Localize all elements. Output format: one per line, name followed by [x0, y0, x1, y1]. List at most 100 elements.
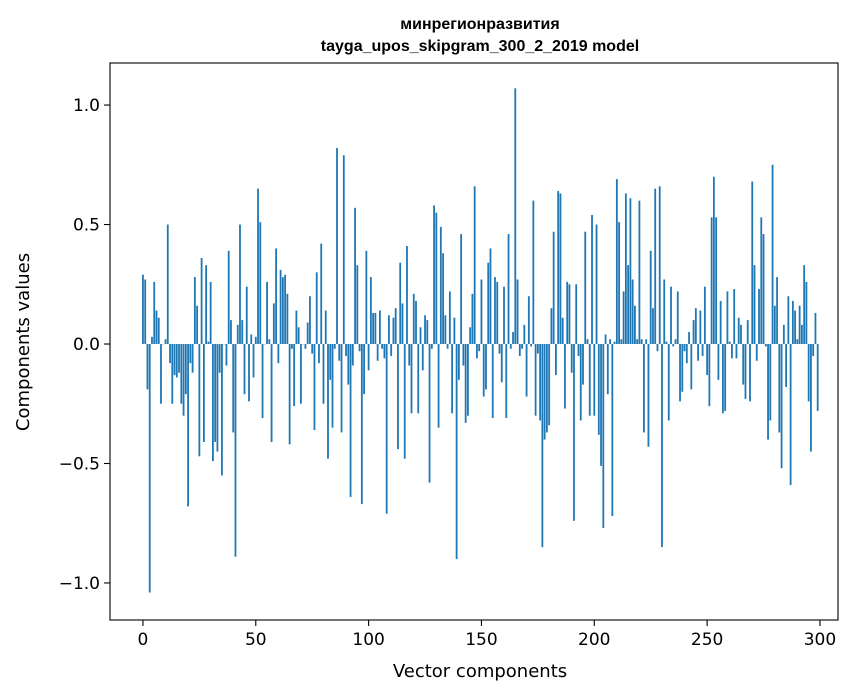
bar-component-222 [643, 344, 645, 432]
bar-component-278 [769, 344, 771, 420]
bar-component-10 [165, 339, 167, 344]
bar-component-58 [273, 303, 275, 344]
bar-component-88 [341, 344, 343, 432]
bar-component-271 [754, 265, 756, 344]
bar-component-299 [817, 344, 819, 411]
bar-component-95 [356, 265, 358, 344]
bar-component-188 [566, 282, 568, 344]
bar-component-92 [350, 344, 352, 497]
bar-component-25 [198, 344, 200, 456]
bar-component-86 [336, 148, 338, 344]
bar-component-159 [501, 344, 503, 382]
bar-component-270 [751, 182, 753, 344]
bar-component-21 [189, 344, 191, 363]
bar-component-122 [417, 344, 419, 413]
bar-component-167 [519, 344, 521, 356]
bar-component-99 [365, 251, 367, 344]
bar-component-154 [490, 248, 492, 344]
bar-component-168 [521, 344, 523, 349]
bar-component-42 [237, 325, 239, 344]
bar-component-29 [207, 342, 209, 344]
bar-component-37 [226, 344, 228, 366]
bar-component-196 [584, 232, 586, 344]
bar-component-293 [803, 265, 805, 344]
bar-component-198 [589, 344, 591, 416]
bar-component-7 [158, 318, 160, 344]
bar-component-175 [537, 344, 539, 354]
bar-component-215 [627, 265, 629, 344]
bar-component-55 [266, 282, 268, 344]
bar-component-187 [564, 344, 566, 409]
bar-component-200 [593, 344, 595, 416]
bar-component-140 [458, 344, 460, 380]
bars-group [142, 88, 819, 592]
bar-component-203 [600, 344, 602, 466]
bar-component-19 [185, 344, 187, 394]
bar-component-239 [681, 344, 683, 392]
bar-component-155 [492, 344, 494, 418]
bar-component-268 [747, 320, 749, 344]
bar-component-28 [205, 265, 207, 344]
bar-component-258 [724, 344, 726, 411]
bar-component-77 [316, 272, 318, 344]
bar-component-248 [702, 344, 704, 356]
bar-component-4 [151, 337, 153, 344]
bar-component-294 [806, 282, 808, 344]
bar-component-93 [352, 344, 354, 366]
bar-component-217 [632, 279, 634, 344]
bar-component-107 [384, 344, 386, 358]
bar-component-131 [438, 344, 440, 428]
bar-component-56 [268, 339, 270, 344]
bar-component-180 [548, 344, 550, 425]
bar-component-59 [275, 248, 277, 344]
bar-component-211 [618, 222, 620, 344]
bar-component-241 [686, 344, 688, 363]
bar-component-79 [320, 244, 322, 344]
bar-component-201 [596, 225, 598, 344]
bar-component-117 [406, 246, 408, 344]
bar-component-76 [314, 344, 316, 430]
bar-component-277 [767, 344, 769, 440]
bar-component-2 [147, 344, 149, 389]
bar-component-169 [523, 325, 525, 344]
bar-component-47 [248, 344, 250, 401]
bar-component-219 [636, 339, 638, 344]
bar-component-282 [778, 344, 780, 432]
x-tick-label: 100 [352, 630, 384, 650]
bar-component-11 [167, 225, 169, 344]
bar-component-234 [670, 287, 672, 344]
bar-component-33 [217, 344, 219, 452]
bar-component-75 [311, 344, 313, 354]
bar-component-142 [462, 344, 464, 366]
bar-component-1 [144, 279, 146, 344]
bar-component-108 [386, 344, 388, 514]
bar-component-265 [740, 325, 742, 344]
bar-component-129 [433, 205, 435, 344]
bar-component-81 [325, 311, 327, 344]
bar-component-103 [374, 313, 376, 344]
bar-component-252 [711, 217, 713, 344]
bar-component-53 [262, 344, 264, 418]
bar-component-163 [510, 344, 512, 349]
chart-title-line-1: минрегионразвития [400, 16, 559, 33]
bar-component-152 [485, 344, 487, 389]
bar-component-128 [431, 344, 433, 349]
bar-component-22 [192, 344, 194, 373]
bar-component-263 [736, 344, 738, 358]
bar-component-173 [532, 201, 534, 344]
bar-component-253 [713, 177, 715, 344]
bar-component-249 [704, 287, 706, 344]
bar-component-272 [756, 344, 758, 361]
bar-component-296 [810, 344, 812, 452]
bar-component-111 [393, 318, 395, 344]
bar-component-162 [508, 234, 510, 344]
bar-component-206 [607, 344, 609, 394]
bar-component-256 [720, 301, 722, 344]
bar-component-137 [451, 344, 453, 413]
bar-component-139 [456, 344, 458, 559]
bar-component-84 [332, 344, 334, 428]
bar-component-112 [395, 308, 397, 344]
bar-component-197 [587, 339, 589, 344]
bar-component-116 [404, 344, 406, 459]
bar-component-14 [174, 344, 176, 375]
